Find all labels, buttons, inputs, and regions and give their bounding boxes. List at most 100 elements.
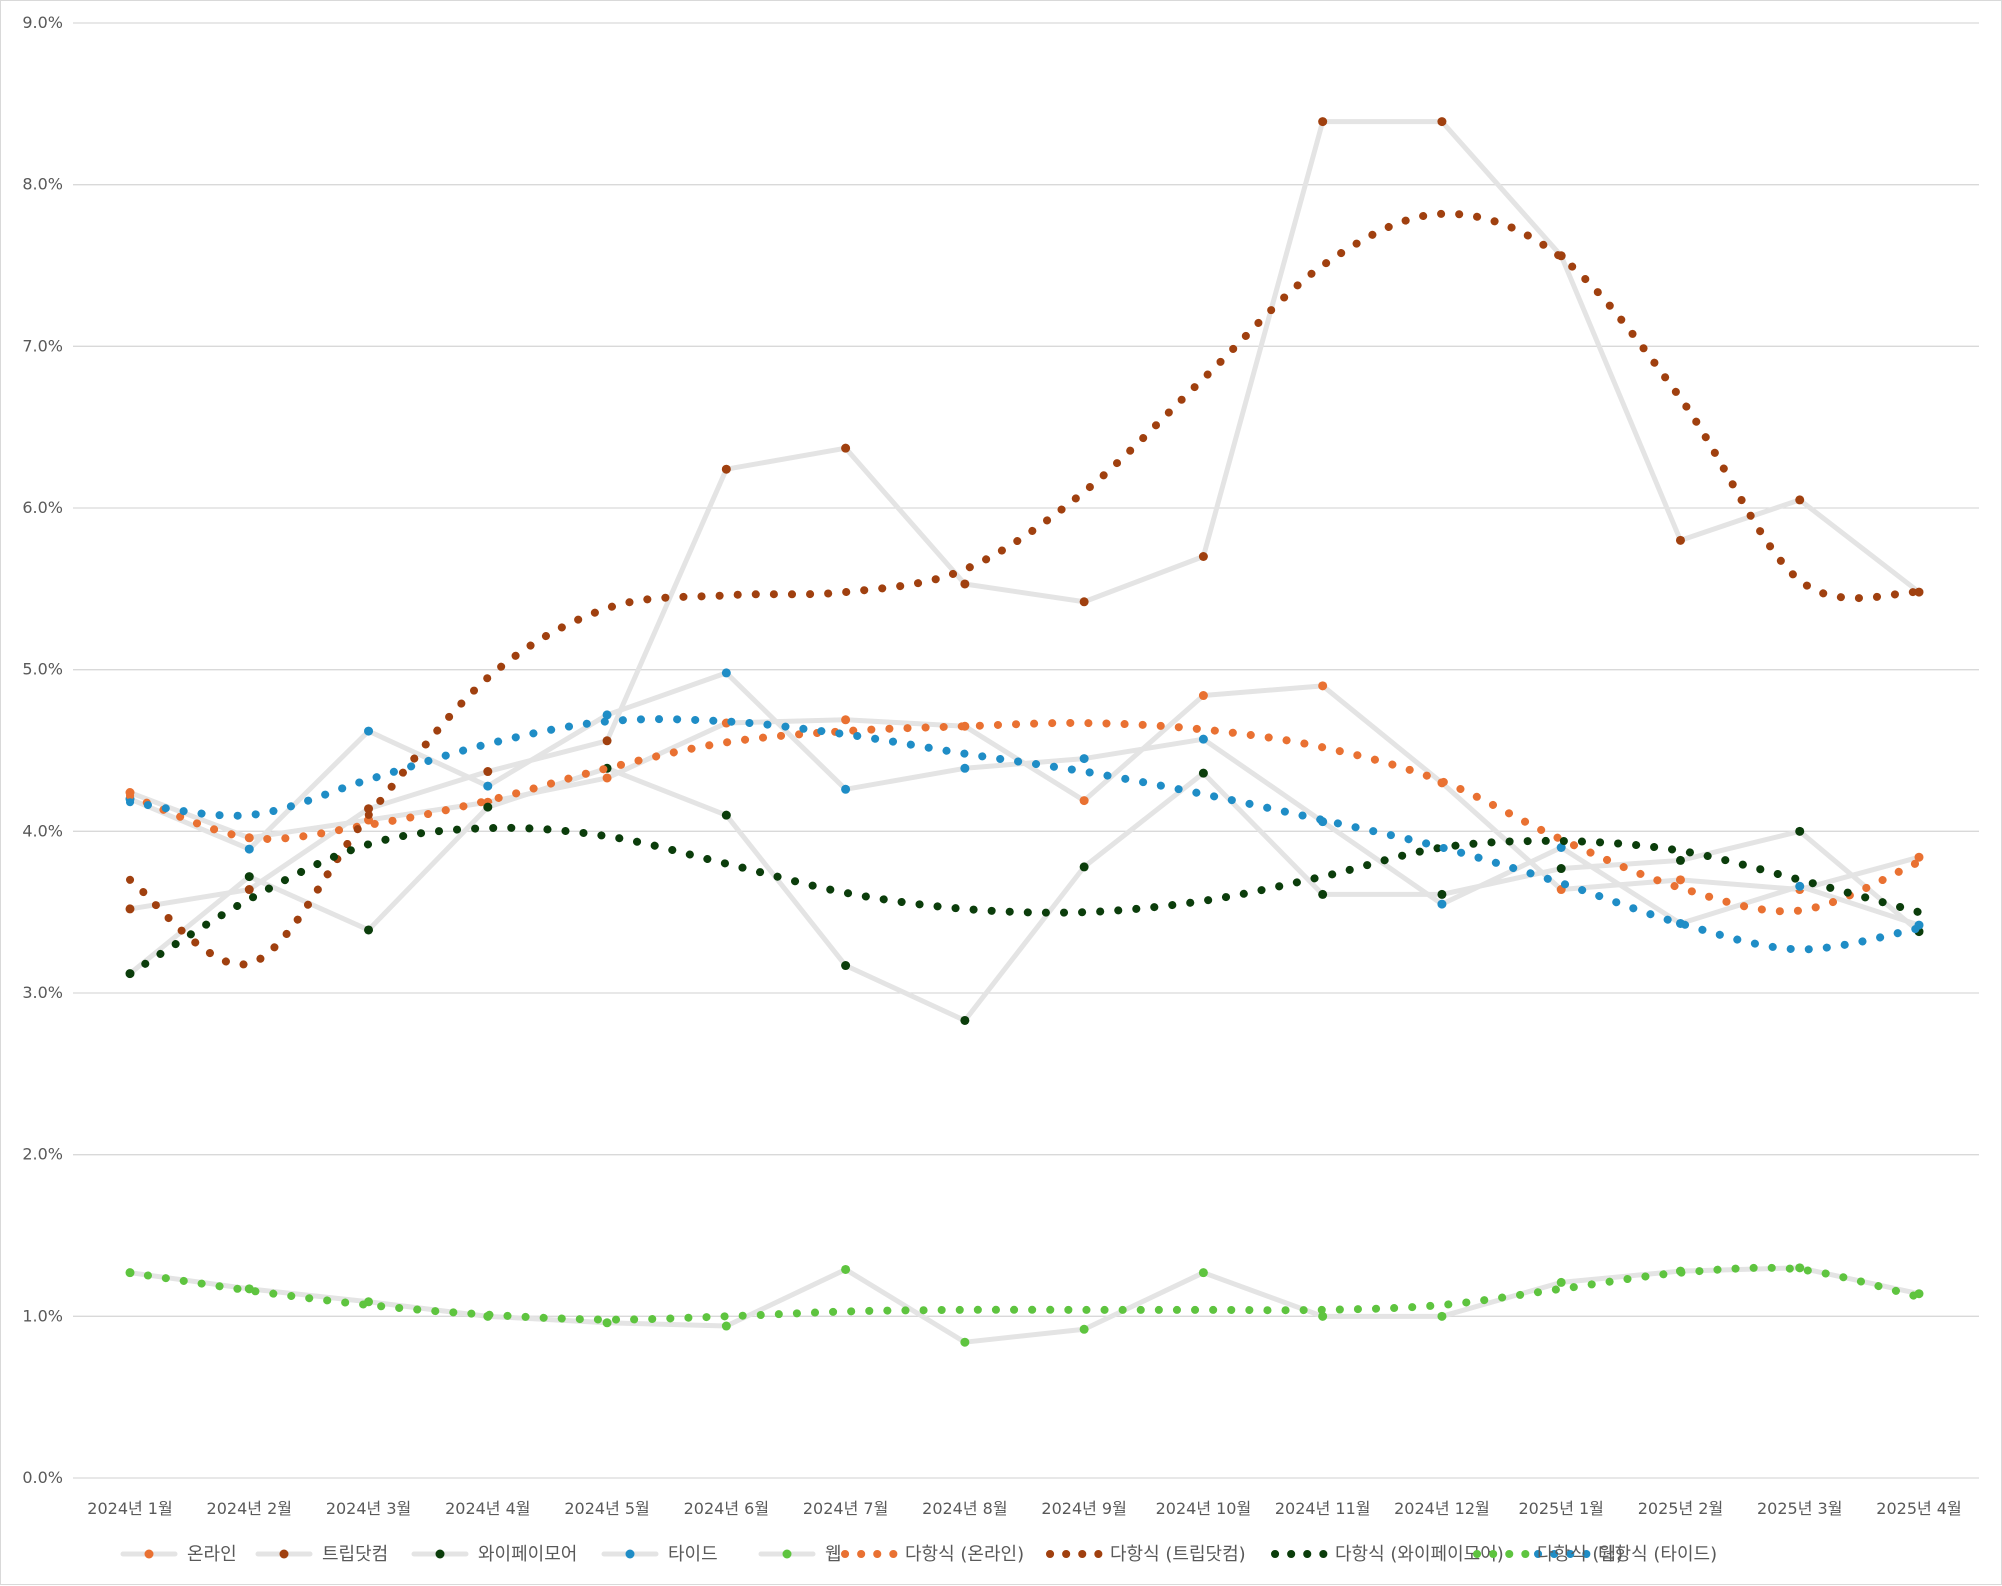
y-tick-label: 1.0% bbox=[22, 1306, 63, 1325]
legend-item: 온라인 bbox=[120, 1544, 237, 1565]
series-line bbox=[127, 765, 1922, 1023]
data-point bbox=[1198, 1268, 1208, 1278]
data-point bbox=[1079, 862, 1089, 872]
series-line bbox=[127, 1265, 1922, 1345]
data-point bbox=[1795, 826, 1805, 836]
data-point bbox=[721, 668, 731, 678]
y-tick-label: 3.0% bbox=[22, 983, 63, 1002]
x-tick-label: 2024년 4월 bbox=[445, 1499, 530, 1518]
legend-swatch-marker bbox=[279, 1549, 289, 1559]
x-tick-label: 2024년 1월 bbox=[87, 1499, 172, 1518]
legend-label: 트립닷컴 bbox=[322, 1544, 388, 1565]
legend-item: 웹 bbox=[758, 1544, 842, 1565]
legend-item: 와이페이모어 bbox=[411, 1544, 577, 1565]
data-point bbox=[364, 726, 374, 736]
data-point bbox=[602, 710, 612, 720]
legend-item: 다항식 (웹) bbox=[1473, 1544, 1623, 1565]
x-tick-label: 2024년 2월 bbox=[207, 1499, 292, 1518]
gridlines bbox=[73, 22, 1979, 1479]
trendline-다항식 (타이드) bbox=[126, 715, 1923, 954]
x-tick-label: 2024년 6월 bbox=[684, 1499, 769, 1518]
data-point bbox=[483, 767, 493, 777]
trendline-다항식 (온라인) bbox=[126, 718, 1923, 916]
x-tick-label: 2024년 3월 bbox=[326, 1499, 411, 1518]
data-point bbox=[721, 1321, 731, 1331]
data-point bbox=[721, 810, 731, 820]
data-point bbox=[1795, 1263, 1805, 1273]
legend-label: 다항식 (와이페이모어) bbox=[1335, 1544, 1504, 1565]
y-tick-label: 8.0% bbox=[22, 175, 63, 194]
y-tick-label: 0.0% bbox=[22, 1468, 63, 1487]
x-tick-label: 2025년 4월 bbox=[1876, 1499, 1961, 1518]
trendline-다항식 (와이페이모어) bbox=[126, 823, 1923, 978]
x-tick-label: 2024년 7월 bbox=[803, 1499, 888, 1518]
legend-label: 다항식 (타이드) bbox=[1598, 1544, 1717, 1565]
legend-item: 타이드 bbox=[601, 1544, 718, 1565]
legend-item: 다항식 (온라인) bbox=[841, 1544, 1024, 1565]
legend-swatch-marker bbox=[435, 1549, 445, 1559]
series-트립닷컴 bbox=[125, 117, 1924, 914]
legend-label: 와이페이모어 bbox=[478, 1544, 577, 1565]
legend-label: 다항식 (온라인) bbox=[905, 1544, 1024, 1565]
data-point bbox=[364, 925, 374, 935]
data-point bbox=[364, 804, 374, 814]
legend-label: 타이드 bbox=[668, 1544, 718, 1565]
data-point bbox=[602, 1318, 612, 1328]
data-point bbox=[1079, 1324, 1089, 1334]
data-point bbox=[1795, 495, 1805, 505]
series-line bbox=[127, 683, 1922, 893]
x-tick-label: 2024년 8월 bbox=[922, 1499, 1007, 1518]
data-point bbox=[1914, 587, 1924, 597]
series-웹 bbox=[125, 1263, 1924, 1347]
data-point bbox=[1198, 768, 1208, 778]
data-point bbox=[1079, 754, 1089, 764]
data-point bbox=[960, 1337, 970, 1347]
data-point bbox=[1318, 1311, 1328, 1321]
data-point bbox=[1556, 1277, 1566, 1287]
data-point bbox=[602, 736, 612, 746]
trendline-다항식 (트립닷컴) bbox=[126, 209, 1923, 969]
legend-swatch-marker bbox=[782, 1549, 792, 1559]
x-tick-label: 2024년 11월 bbox=[1275, 1499, 1371, 1518]
data-point bbox=[1079, 796, 1089, 806]
data-point bbox=[1198, 552, 1208, 561]
data-point bbox=[1079, 597, 1089, 607]
data-point bbox=[244, 844, 254, 854]
data-point bbox=[960, 763, 970, 773]
data-point bbox=[1198, 691, 1208, 701]
data-point bbox=[841, 961, 851, 971]
data-point bbox=[244, 885, 254, 895]
data-point bbox=[1437, 889, 1447, 899]
x-tick-label: 2024년 12월 bbox=[1394, 1499, 1490, 1518]
trendlines bbox=[126, 209, 1923, 1324]
y-tick-label: 5.0% bbox=[22, 660, 63, 679]
data-point bbox=[1556, 843, 1566, 852]
data-point bbox=[1198, 734, 1208, 744]
data-point bbox=[1318, 681, 1328, 691]
data-point bbox=[841, 784, 851, 794]
data-point bbox=[125, 904, 135, 914]
data-point bbox=[1437, 899, 1447, 909]
data-point bbox=[841, 715, 851, 725]
data-point bbox=[1675, 855, 1685, 865]
legend: 온라인 트립닷컴 와이페이모어 타이드 웹 다항식 (온라인) 다항식 (트립닷컴) 다항식 … bbox=[120, 1544, 1717, 1565]
x-tick-label: 2024년 10월 bbox=[1156, 1499, 1252, 1518]
data-point bbox=[1795, 881, 1805, 891]
y-tick-label: 6.0% bbox=[22, 498, 63, 517]
legend-label: 웹 bbox=[825, 1544, 842, 1565]
legend-item: 다항식 (트립닷컴) bbox=[1046, 1544, 1246, 1565]
y-axis-tick-labels: 0.0% 1.0% 2.0% 3.0% 4.0% 5.0% 6.0% 7.0% 8.0% 9.0% bbox=[22, 13, 63, 1487]
data-point bbox=[483, 781, 493, 791]
x-tick-label: 2025년 2월 bbox=[1638, 1499, 1723, 1518]
legend-item: 다항식 (타이드) bbox=[1534, 1544, 1717, 1565]
y-tick-label: 9.0% bbox=[22, 13, 63, 32]
data-point bbox=[1556, 864, 1566, 874]
y-tick-label: 4.0% bbox=[22, 821, 63, 840]
data-point bbox=[841, 1264, 851, 1274]
x-tick-label: 2025년 3월 bbox=[1757, 1499, 1842, 1518]
data-point bbox=[1318, 889, 1328, 899]
series-lines bbox=[125, 117, 1924, 1347]
x-tick-label: 2025년 1월 bbox=[1518, 1499, 1603, 1518]
